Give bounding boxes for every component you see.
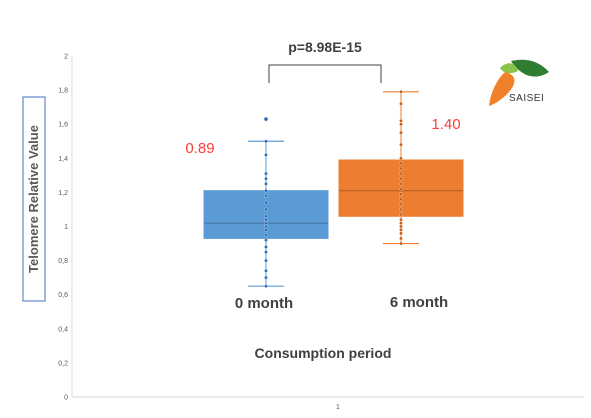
y-axis-ticks: 0 0,2 0,4 0,6 0,8 1 1,2 1,4 1,6 1,8 2	[58, 54, 68, 402]
data-point	[264, 217, 268, 222]
data-point	[264, 233, 268, 237]
data-point	[264, 228, 268, 232]
data-point	[264, 258, 268, 263]
data-point	[399, 224, 403, 229]
y-tick-label: 0,8	[58, 258, 68, 265]
y-tick-label: 1,2	[58, 190, 68, 197]
saisei-logo: SAISEI	[489, 59, 549, 106]
data-point	[264, 200, 268, 205]
y-tick-label: 1,8	[58, 88, 68, 95]
y-tick-label: 1,6	[58, 122, 68, 129]
data-point	[264, 207, 268, 212]
data-point	[399, 122, 403, 126]
logo-text: SAISEI	[509, 93, 544, 104]
data-point	[399, 207, 403, 212]
box-0-month	[203, 140, 329, 287]
data-point	[399, 171, 403, 176]
data-point	[399, 101, 403, 106]
data-point	[264, 250, 268, 254]
data-point	[399, 228, 403, 232]
group-label-6-month: 6 month	[390, 294, 448, 311]
y-tick-label: 1,4	[58, 156, 68, 163]
x-tick-label: 1	[336, 404, 340, 411]
y-tick-label: 0,6	[58, 292, 68, 299]
y-tick-label: 2	[64, 54, 68, 61]
data-point	[264, 194, 268, 198]
p-value-label: p=8.98E-15	[288, 39, 362, 55]
data-point	[399, 231, 403, 236]
data-point	[264, 221, 268, 225]
y-tick-label: 0,2	[58, 360, 68, 367]
data-point	[264, 139, 268, 143]
data-point	[264, 214, 268, 219]
data-point	[399, 166, 403, 171]
outlier-point	[264, 117, 268, 121]
y-tick-label: 0	[64, 395, 68, 402]
data-point	[399, 182, 403, 186]
axes	[71, 56, 585, 398]
data-point	[399, 221, 403, 225]
data-point	[399, 197, 403, 201]
logo-leaf-light	[500, 63, 518, 74]
data-point	[399, 130, 403, 135]
data-point	[399, 177, 403, 181]
data-point	[399, 161, 403, 166]
box-series	[203, 91, 464, 287]
data-point	[399, 241, 403, 246]
annotation-6-month: 1.40	[431, 116, 460, 133]
data-point	[399, 187, 403, 191]
data-point	[399, 236, 403, 241]
data-point	[264, 275, 268, 280]
x-axis-title: Consumption period	[255, 345, 392, 361]
data-point	[399, 119, 403, 123]
data-points	[264, 90, 403, 288]
y-axis-title: Telomere Relative Value	[26, 125, 41, 273]
data-point	[399, 212, 403, 217]
data-point	[399, 156, 403, 161]
y-tick-label: 0,4	[58, 326, 68, 333]
data-point	[399, 202, 403, 207]
data-point	[264, 177, 268, 181]
data-point	[264, 153, 268, 157]
significance-bracket	[268, 64, 382, 83]
logo-carrot	[489, 72, 515, 106]
data-point	[399, 217, 403, 222]
annotation-0-month: 0.89	[185, 140, 214, 157]
data-point	[264, 245, 268, 249]
data-point	[264, 171, 268, 176]
logo-leaf-dark	[511, 59, 549, 77]
data-point	[264, 224, 268, 229]
y-axis-title-frame	[22, 96, 46, 302]
group-label-0-month: 0 month	[235, 295, 293, 312]
data-point	[399, 192, 403, 196]
data-point	[399, 90, 403, 94]
data-point	[264, 284, 268, 288]
data-point	[264, 182, 268, 186]
y-tick-label: 1	[64, 224, 68, 231]
data-point	[264, 269, 268, 273]
data-point	[264, 188, 268, 193]
data-point	[264, 238, 268, 242]
data-point	[399, 142, 403, 147]
